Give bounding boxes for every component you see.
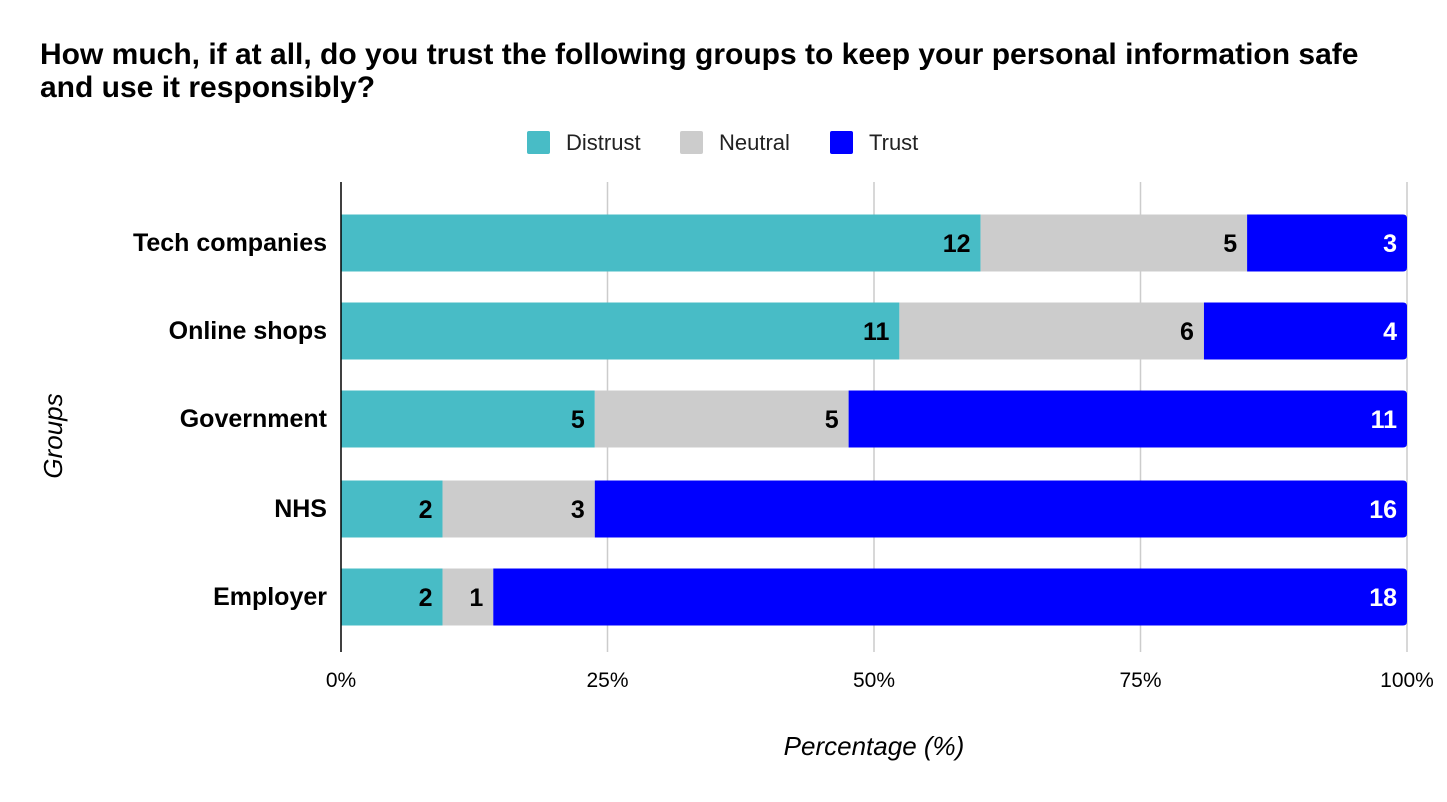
- data-label-distrust-nhs: 2: [419, 496, 433, 524]
- data-label-trust-tech-companies: 3: [1383, 230, 1397, 258]
- x-tick-label: 100%: [1380, 669, 1434, 692]
- legend[interactable]: Distrust Neutral Trust: [527, 130, 918, 155]
- data-label-neutral-tech-companies: 5: [1223, 230, 1237, 258]
- bar-distrust-online-shops: [341, 302, 900, 360]
- bar-distrust-government: [341, 390, 595, 448]
- legend-item-distrust[interactable]: Distrust: [527, 130, 641, 155]
- data-label-neutral-government: 5: [825, 406, 839, 434]
- axes: 0% 25% 50% 75% 100% Tech companies Online shop…: [133, 182, 1434, 692]
- bar-distrust-nhs: [341, 480, 443, 538]
- x-tick-label: 75%: [1119, 669, 1161, 692]
- x-axis-title: Percentage (%): [784, 731, 965, 761]
- bar-neutral-employer: [442, 568, 494, 626]
- chart-title: How much, if at all, do you trust the fo…: [40, 38, 1359, 104]
- bar-neutral-tech-companies: [980, 214, 1248, 272]
- legend-swatch-neutral: [680, 131, 703, 154]
- data-label-trust-online-shops: 4: [1383, 318, 1397, 346]
- legend-label-trust: Trust: [869, 130, 918, 155]
- legend-label-neutral: Neutral: [719, 130, 790, 155]
- data-label-neutral-nhs: 3: [571, 496, 585, 524]
- legend-label-distrust: Distrust: [566, 130, 641, 155]
- data-label-distrust-employer: 2: [419, 584, 433, 612]
- bar-neutral-nhs: [442, 480, 595, 538]
- data-label-distrust-online-shops: 11: [863, 318, 890, 346]
- bar-trust-nhs: [594, 480, 1407, 538]
- y-tick-label-government: Government: [180, 405, 328, 433]
- bar-neutral-government: [594, 390, 849, 448]
- x-tick-label: 50%: [853, 669, 895, 692]
- data-label-trust-employer: 18: [1369, 584, 1397, 612]
- data-label-neutral-online-shops: 6: [1180, 318, 1194, 346]
- bar-trust-government: [848, 390, 1407, 448]
- bar-distrust-employer: [341, 568, 443, 626]
- legend-item-trust[interactable]: Trust: [830, 130, 918, 155]
- data-label-distrust-tech-companies: 12: [943, 230, 971, 258]
- bar-trust-online-shops: [1203, 302, 1407, 360]
- y-tick-label-nhs: NHS: [274, 495, 327, 523]
- data-label-trust-nhs: 16: [1369, 496, 1397, 524]
- bar-neutral-online-shops: [899, 302, 1204, 360]
- x-tick-label: 25%: [586, 669, 628, 692]
- bar-distrust-tech-companies: [341, 214, 981, 272]
- bar-trust-employer: [493, 568, 1407, 626]
- y-axis-title: Groups: [38, 393, 68, 478]
- legend-swatch-trust: [830, 131, 853, 154]
- y-tick-label-tech-companies: Tech companies: [133, 229, 327, 257]
- bar-trust-tech-companies: [1247, 214, 1407, 272]
- y-tick-label-employer: Employer: [213, 583, 327, 611]
- legend-item-neutral[interactable]: Neutral: [680, 130, 790, 155]
- x-tick-label: 0%: [326, 669, 356, 692]
- y-tick-label-online-shops: Online shops: [169, 317, 327, 345]
- legend-swatch-distrust: [527, 131, 550, 154]
- data-label-trust-government: 11: [1371, 406, 1398, 434]
- data-label-neutral-employer: 1: [469, 584, 483, 612]
- bars: 12 5 3 11 6 4 5 5 11 2 3 16 2 1 18: [341, 214, 1407, 626]
- data-label-distrust-government: 5: [571, 406, 585, 434]
